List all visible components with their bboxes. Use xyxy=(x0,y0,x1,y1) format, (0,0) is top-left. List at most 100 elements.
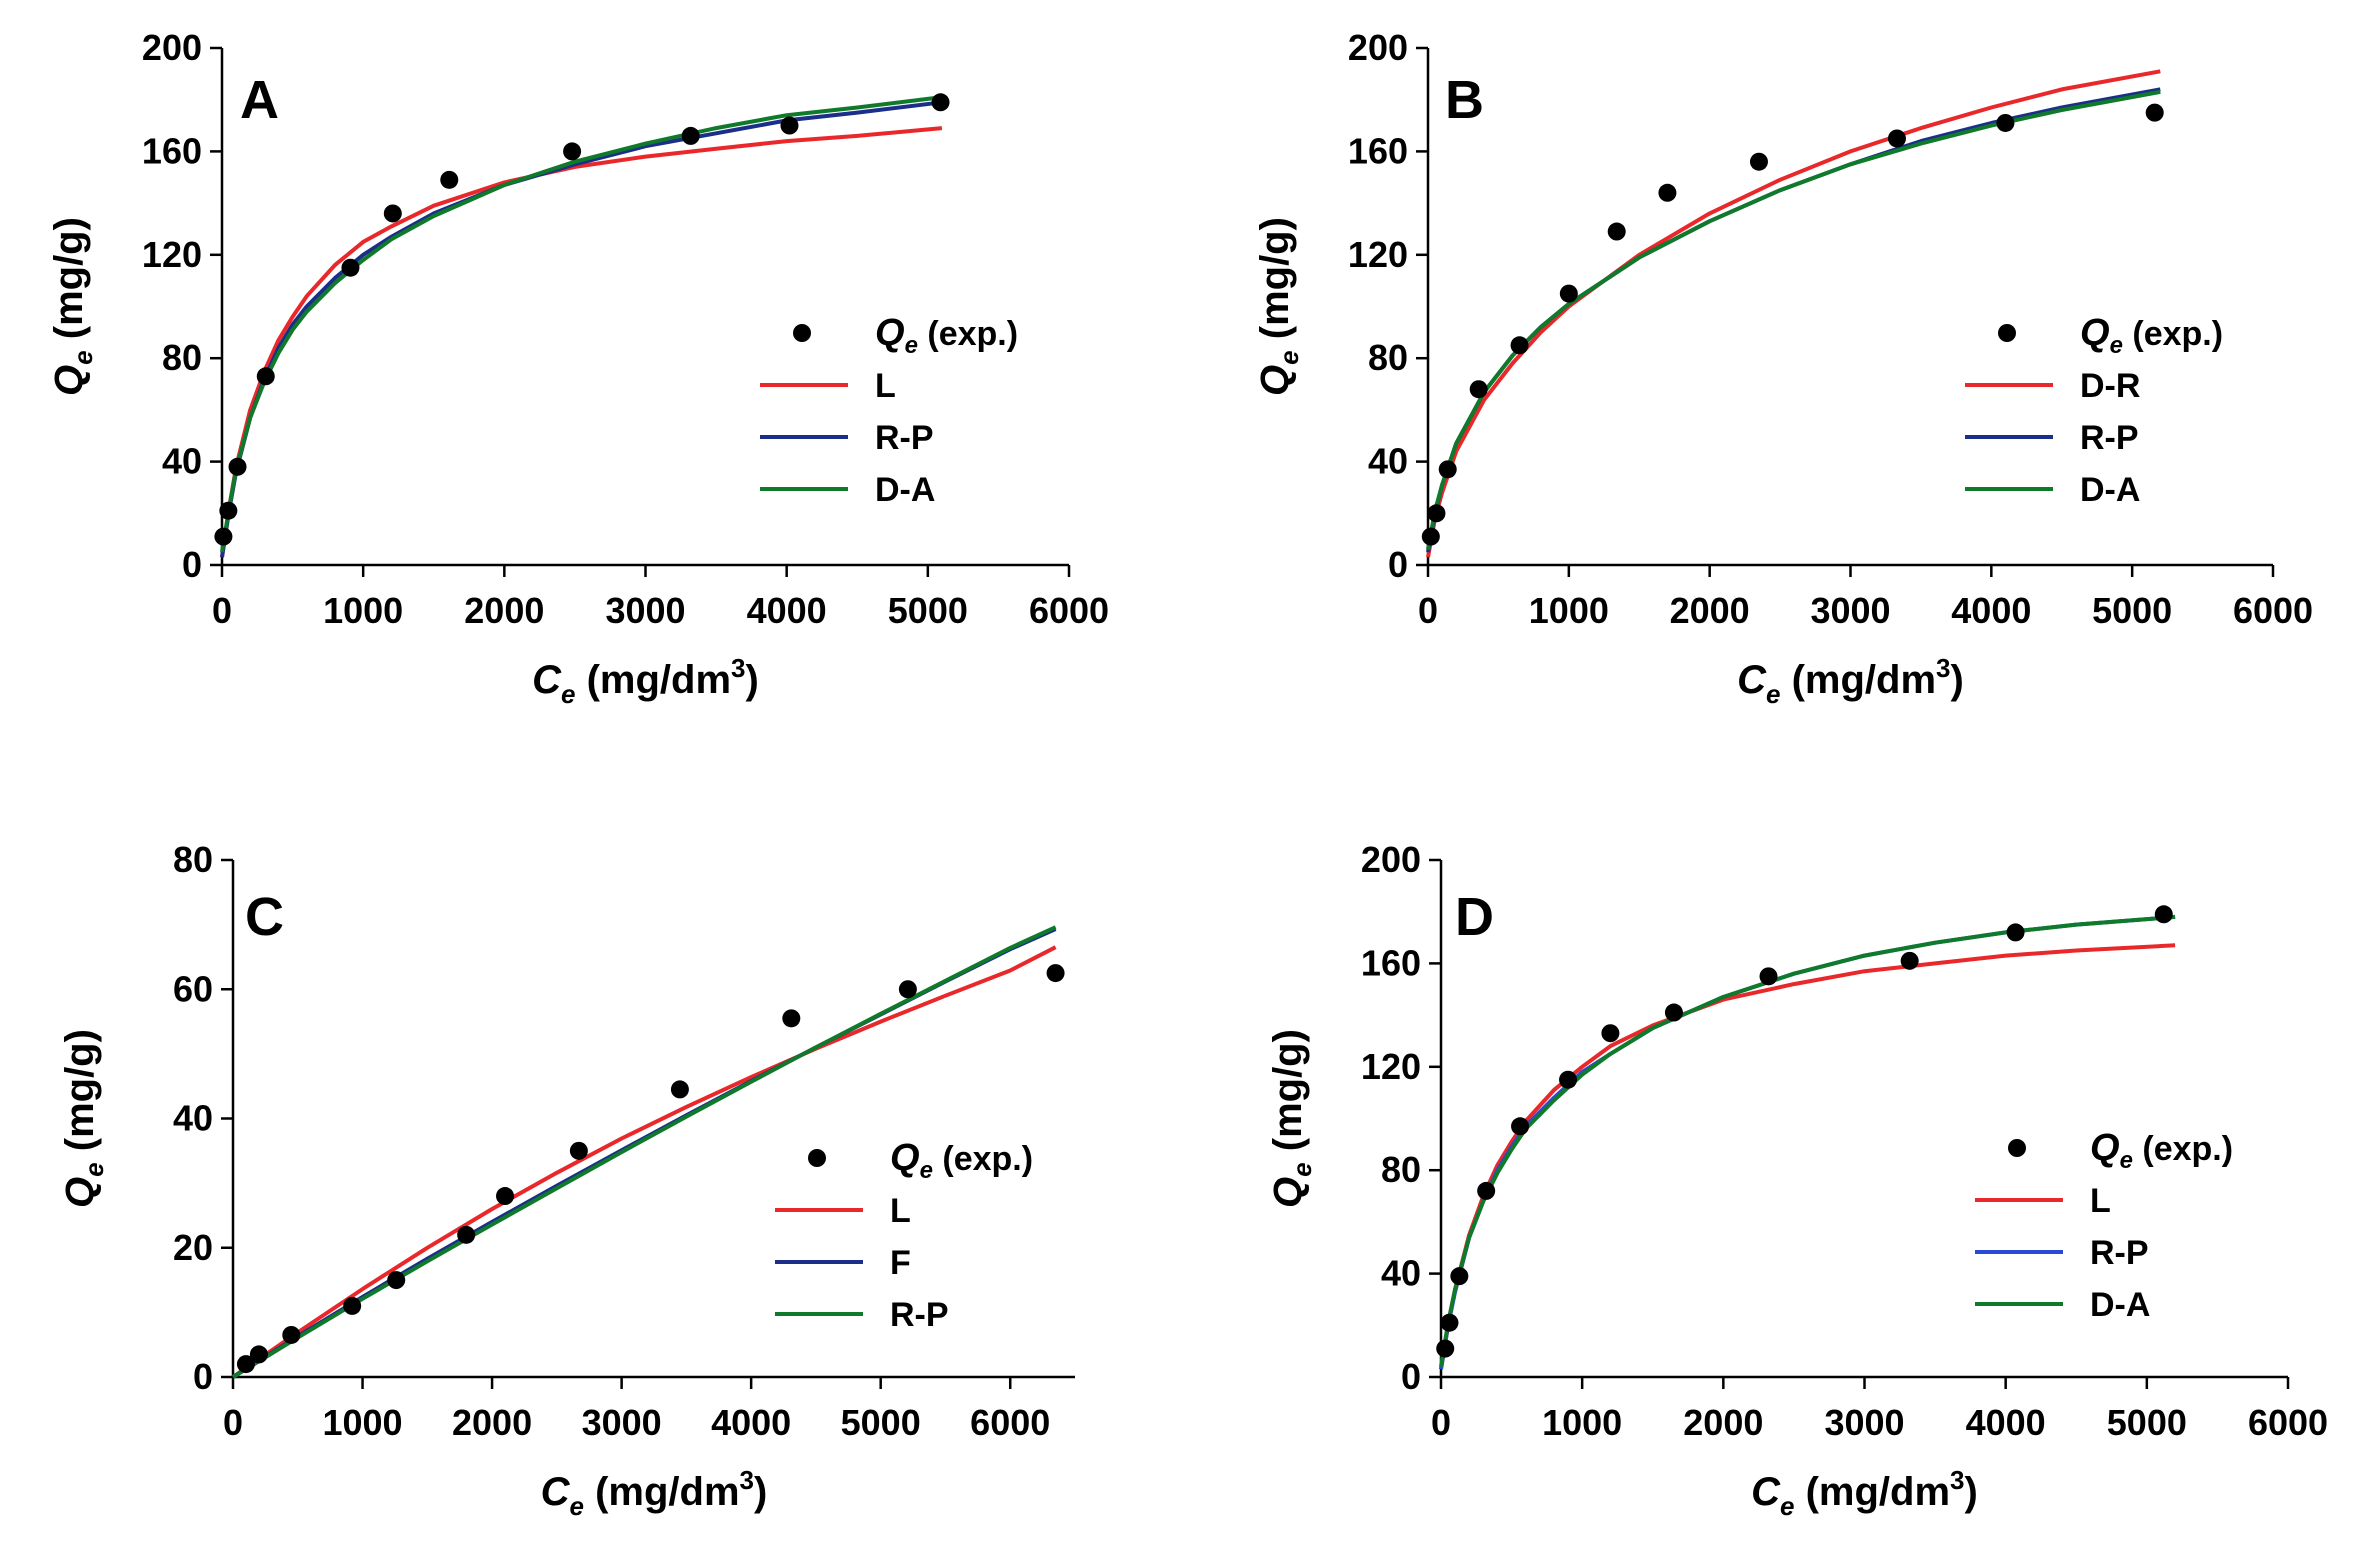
data-point xyxy=(1749,152,1768,171)
data-point xyxy=(383,204,402,223)
panel-letter: A xyxy=(240,70,279,130)
data-point xyxy=(1759,967,1778,986)
y-tick-label: 80 xyxy=(1381,1149,1421,1190)
y-tick-label: 120 xyxy=(1348,234,1408,275)
data-point xyxy=(1477,1181,1496,1200)
data-point xyxy=(1664,1003,1683,1022)
data-point xyxy=(457,1225,476,1244)
x-tick-label: 0 xyxy=(223,1402,243,1443)
panel-letter: D xyxy=(1455,887,1494,947)
x-tick-label: 2000 xyxy=(1683,1402,1763,1443)
legend-label-d-a: D-A xyxy=(2090,1286,2150,1324)
legend-label-r-p: R-P xyxy=(2080,419,2139,457)
data-point xyxy=(569,1141,588,1160)
legend-label-f: F xyxy=(890,1244,911,1282)
data-point xyxy=(1469,380,1488,399)
data-point xyxy=(898,980,917,999)
data-point xyxy=(780,116,799,135)
panel-c: 0 20 40 60 80 0 1000 2000 3000 4000 5000 6000 Ce (mg… xyxy=(58,839,1075,1521)
series-line-r-p xyxy=(1439,914,2176,1370)
data-point xyxy=(1510,336,1529,355)
data-point xyxy=(1607,222,1626,241)
legend-label-points: Qe (exp.) xyxy=(2080,312,2223,359)
series-line-l xyxy=(231,945,1057,1379)
series-line-l xyxy=(1439,943,2176,1370)
x-tick-label: 3000 xyxy=(1810,590,1890,631)
data-point xyxy=(1559,1070,1578,1089)
data-point xyxy=(214,527,233,546)
x-tick-label: 5000 xyxy=(2092,590,2172,631)
y-axis-label: Qe (mg/g) xyxy=(1253,217,1304,396)
x-tick-label: 5000 xyxy=(888,590,968,631)
y-tick-label: 160 xyxy=(1361,942,1421,983)
legend-marker-points xyxy=(808,1149,826,1167)
x-tick-label: 1000 xyxy=(1542,1402,1622,1443)
y-tick-label: 0 xyxy=(1401,1356,1421,1397)
data-point xyxy=(1450,1267,1469,1286)
legend-label-r-p: R-P xyxy=(2090,1234,2149,1272)
data-point xyxy=(1511,1117,1530,1136)
y-tick-label: 40 xyxy=(173,1098,213,1139)
series-line-r-p xyxy=(231,925,1057,1379)
data-point xyxy=(496,1187,515,1206)
data-point xyxy=(343,1296,362,1315)
panel-letter: C xyxy=(245,887,284,947)
data-point xyxy=(1421,527,1440,546)
y-tick-label: 40 xyxy=(162,441,202,482)
data-point xyxy=(341,258,360,277)
data-point xyxy=(2145,103,2164,122)
data-point xyxy=(1440,1313,1459,1332)
data-point xyxy=(228,457,247,476)
x-axis-label: Ce (mg/dm3) xyxy=(541,1465,768,1521)
y-tick-label: 120 xyxy=(1361,1046,1421,1087)
x-tick-label: 6000 xyxy=(970,1402,1050,1443)
y-tick-label: 0 xyxy=(182,544,202,585)
x-tick-label: 6000 xyxy=(2248,1402,2328,1443)
data-point xyxy=(1996,113,2015,132)
y-tick-label: 40 xyxy=(1381,1253,1421,1294)
y-tick-label: 120 xyxy=(142,234,202,275)
x-tick-label: 5000 xyxy=(2107,1402,2187,1443)
x-tick-label: 6000 xyxy=(1029,590,1109,631)
data-point xyxy=(1887,129,1906,148)
series-line-d-a xyxy=(1439,914,2176,1368)
legend-marker-points xyxy=(2008,1139,2026,1157)
series-line-d-a xyxy=(220,95,943,553)
series-line-d-r xyxy=(1426,69,2161,558)
series-line-l xyxy=(220,126,943,558)
legend-label-d-a: D-A xyxy=(875,471,935,509)
x-tick-label: 3000 xyxy=(1824,1402,1904,1443)
legend-label-l: L xyxy=(2090,1182,2111,1220)
data-point xyxy=(1438,460,1457,479)
data-point xyxy=(931,93,950,112)
x-tick-label: 3000 xyxy=(582,1402,662,1443)
data-point xyxy=(1658,183,1677,202)
y-tick-label: 200 xyxy=(1348,27,1408,68)
y-tick-label: 160 xyxy=(1348,130,1408,171)
x-tick-label: 2000 xyxy=(452,1402,532,1443)
x-tick-label: 3000 xyxy=(605,590,685,631)
data-point xyxy=(387,1271,406,1290)
data-point xyxy=(1427,504,1446,523)
legend-label-r-p: R-P xyxy=(890,1296,949,1334)
y-axis-label: Qe (mg/g) xyxy=(58,1029,109,1208)
y-tick-label: 80 xyxy=(162,337,202,378)
data-point xyxy=(2006,923,2025,942)
legend-label-d-r: D-R xyxy=(2080,367,2140,405)
data-point xyxy=(249,1345,268,1364)
x-axis-label: Ce (mg/dm3) xyxy=(532,653,759,709)
legend-label-points: Qe (exp.) xyxy=(2090,1127,2233,1174)
y-tick-label: 20 xyxy=(173,1227,213,1268)
x-tick-label: 1000 xyxy=(323,590,403,631)
legend-label-d-a: D-A xyxy=(2080,471,2140,509)
data-point xyxy=(1559,284,1578,303)
y-tick-label: 80 xyxy=(173,839,213,880)
data-point xyxy=(256,367,275,386)
x-axis-label: Ce (mg/dm3) xyxy=(1737,653,1964,709)
data-point xyxy=(440,170,459,189)
legend-marker-points xyxy=(1998,324,2016,342)
x-tick-label: 4000 xyxy=(711,1402,791,1443)
x-tick-label: 0 xyxy=(1418,590,1438,631)
